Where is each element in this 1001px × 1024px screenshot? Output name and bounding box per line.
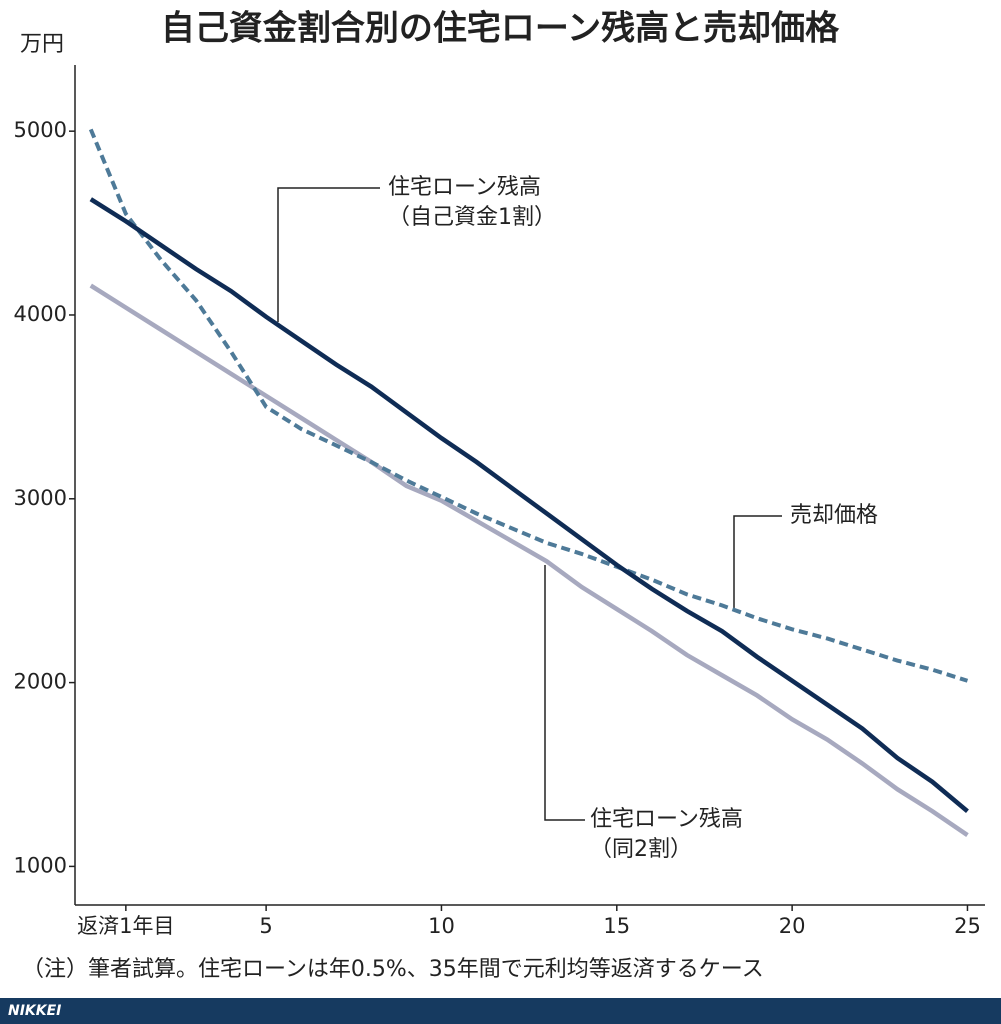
y-unit: 万円	[20, 32, 64, 57]
callouts	[277, 187, 782, 821]
y-tick-label: 5000	[14, 118, 67, 142]
x-tick-label: 25	[954, 914, 981, 938]
x-tick-label: 返済1年目	[77, 914, 174, 938]
y-tick-label: 2000	[14, 670, 67, 694]
annotation: （同2割）	[590, 837, 692, 862]
series-line	[88, 128, 969, 683]
y-tick-label: 3000	[14, 486, 67, 510]
y-tick-label: 1000	[14, 853, 67, 877]
annotation: 住宅ローン残高	[388, 175, 541, 200]
series-line	[89, 283, 969, 838]
series-line	[89, 197, 969, 813]
note: （注）筆者試算。住宅ローンは年0.5%、35年間で元利均等返済するケース	[22, 957, 764, 982]
source: NIKKEI	[8, 1003, 61, 1019]
x-tick-label: 5	[259, 914, 272, 938]
annotation: 売却価格	[790, 503, 878, 528]
x-tick-label: 20	[779, 914, 806, 938]
y-tick-label: 4000	[14, 302, 67, 326]
footer-bar	[0, 998, 1001, 1024]
x-tick-label: 15	[603, 914, 630, 938]
annotation: （自己資金1割）	[388, 205, 556, 230]
annotation: 住宅ローン残高	[590, 807, 743, 832]
x-tick-label: 10	[428, 914, 455, 938]
chart-title: 自己資金割合別の住宅ローン残高と売却価格	[161, 9, 840, 49]
